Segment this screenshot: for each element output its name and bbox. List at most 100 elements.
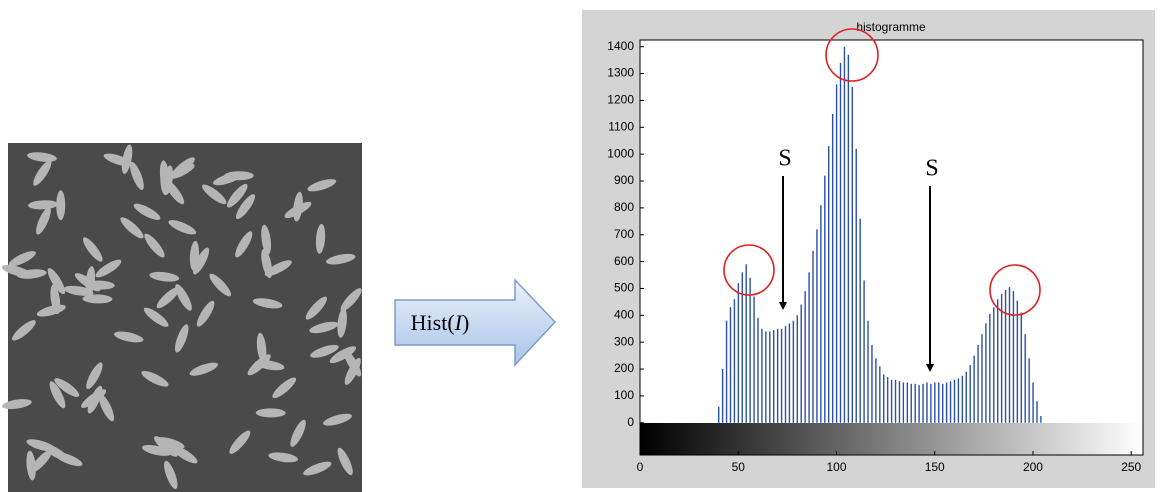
rice-grain bbox=[86, 362, 103, 390]
bar bbox=[941, 383, 944, 423]
bar bbox=[918, 385, 920, 423]
rice-grain bbox=[49, 381, 66, 409]
rice-grain bbox=[174, 324, 189, 353]
bar bbox=[800, 304, 802, 423]
rice-grain bbox=[36, 304, 66, 317]
bar bbox=[1008, 287, 1011, 423]
bar bbox=[1040, 416, 1042, 423]
peak-circle bbox=[825, 28, 879, 82]
rice-grain bbox=[27, 152, 57, 162]
rice-grain bbox=[268, 452, 299, 463]
y-tick-label: 800 bbox=[614, 200, 634, 214]
rice-grain bbox=[47, 268, 66, 295]
rice-grain bbox=[149, 271, 180, 282]
arrow-label: Hist(I) bbox=[411, 310, 470, 335]
peak-circle bbox=[723, 244, 775, 296]
y-tick-label: 500 bbox=[614, 281, 634, 295]
bar bbox=[938, 382, 940, 423]
rice-grain bbox=[2, 399, 32, 410]
plot-frame bbox=[639, 39, 1144, 456]
rice-grain bbox=[82, 237, 103, 262]
bar bbox=[828, 146, 830, 423]
rice-grain bbox=[209, 273, 232, 297]
rice-grain bbox=[340, 288, 362, 312]
bar bbox=[1032, 382, 1034, 423]
rice-grain bbox=[153, 436, 178, 457]
rice-grain bbox=[329, 346, 357, 364]
rice-grain bbox=[325, 253, 356, 265]
y-tick-label: 900 bbox=[614, 173, 634, 187]
rice-grain bbox=[98, 393, 115, 422]
rice-grain bbox=[337, 307, 347, 338]
rice-grain bbox=[141, 370, 169, 387]
bar bbox=[902, 382, 905, 423]
x-tick-label: 100 bbox=[826, 460, 846, 474]
rice-grain bbox=[54, 452, 83, 467]
bar bbox=[922, 383, 924, 423]
y-tick-label: 400 bbox=[614, 307, 634, 321]
rice-grain bbox=[36, 206, 51, 235]
rice-grain bbox=[81, 389, 107, 408]
rice-grain bbox=[202, 184, 227, 205]
arrow bbox=[394, 278, 557, 367]
x-tick-label: 0 bbox=[637, 460, 644, 474]
bar bbox=[792, 320, 795, 423]
rice-grain bbox=[33, 160, 52, 186]
bar bbox=[820, 205, 822, 423]
peak-circle bbox=[989, 264, 1041, 316]
bar bbox=[824, 175, 826, 423]
y-tick-label: 100 bbox=[614, 388, 634, 402]
bar bbox=[934, 382, 936, 423]
rice-grain bbox=[235, 194, 256, 220]
bar bbox=[843, 46, 846, 423]
bar bbox=[780, 328, 783, 423]
bar bbox=[894, 379, 897, 423]
bar bbox=[867, 320, 869, 423]
rice-grain bbox=[189, 240, 200, 271]
rice-grain bbox=[26, 450, 36, 481]
bar bbox=[812, 250, 814, 423]
bar bbox=[816, 229, 818, 423]
bar bbox=[1036, 401, 1038, 423]
bar bbox=[847, 54, 850, 423]
rice-grain bbox=[337, 447, 353, 476]
bar bbox=[906, 382, 909, 423]
rice-grain bbox=[159, 160, 170, 191]
rice-grain bbox=[164, 179, 185, 205]
bar bbox=[981, 334, 983, 423]
rice-grain bbox=[171, 445, 198, 464]
rice-grain bbox=[121, 144, 133, 174]
y-tick-label: 1200 bbox=[607, 93, 634, 107]
bar bbox=[839, 62, 842, 423]
rice-grain bbox=[229, 430, 251, 454]
bar bbox=[1012, 291, 1015, 423]
annotation-arrowhead bbox=[926, 364, 934, 372]
bar bbox=[796, 315, 798, 423]
rice-grain bbox=[56, 190, 66, 221]
bar bbox=[879, 366, 881, 423]
rice-grain bbox=[261, 224, 272, 255]
rice-grain bbox=[305, 296, 328, 320]
rice-grain bbox=[167, 163, 195, 180]
bar bbox=[749, 277, 751, 423]
y-tick-label: 200 bbox=[614, 361, 634, 375]
rice-grain bbox=[315, 223, 326, 254]
chart-title: histogramme bbox=[856, 20, 926, 34]
bar bbox=[737, 283, 740, 423]
annotation: S bbox=[925, 156, 938, 182]
bar bbox=[729, 307, 732, 423]
y-tick-label: 1300 bbox=[607, 66, 634, 80]
rice-grain bbox=[307, 179, 337, 192]
bar bbox=[808, 272, 810, 423]
bar bbox=[883, 374, 885, 423]
x-tick-label: 150 bbox=[925, 460, 945, 474]
bar bbox=[961, 375, 964, 423]
bar bbox=[949, 381, 952, 423]
rice-grain bbox=[54, 378, 80, 398]
bar bbox=[1020, 312, 1022, 423]
rice-grain bbox=[175, 284, 192, 311]
rice-grain bbox=[95, 259, 122, 278]
annotation: S bbox=[778, 146, 791, 172]
bar bbox=[926, 382, 928, 423]
